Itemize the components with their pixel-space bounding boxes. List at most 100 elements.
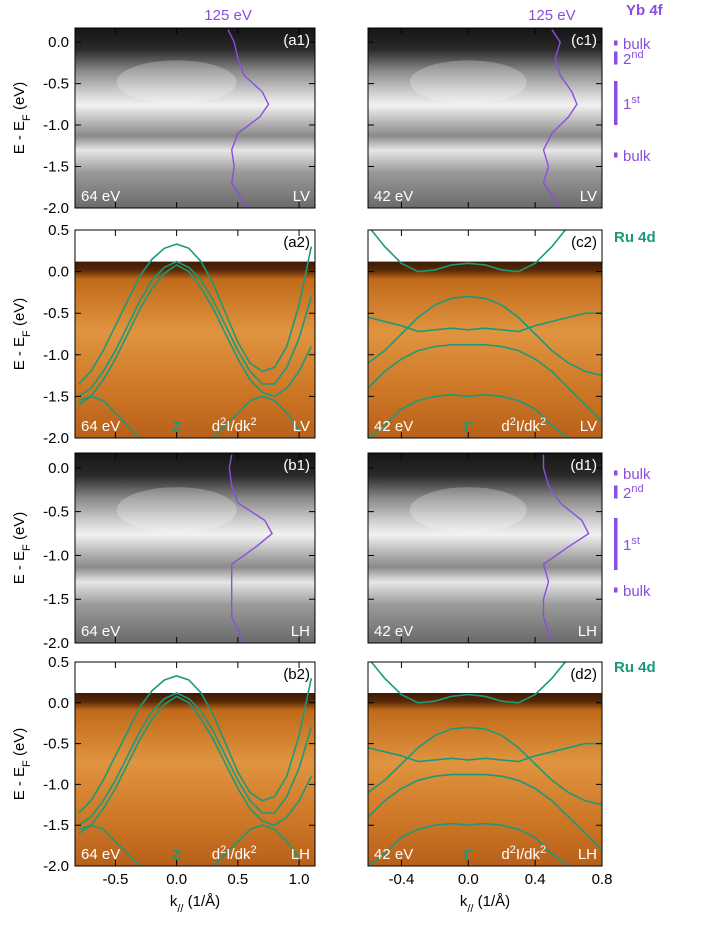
edc-label: 125 eV	[528, 7, 576, 24]
y-tick-label: -0.5	[43, 736, 69, 753]
edc-curve	[542, 29, 578, 209]
text-part: nd	[631, 49, 643, 61]
y-tick-label: 0.5	[48, 654, 69, 671]
panel-body	[368, 28, 602, 208]
panel-body	[368, 662, 602, 866]
panel-label: (b2)	[283, 666, 310, 683]
edc-curve	[227, 29, 270, 209]
band-line	[78, 824, 300, 866]
energy-range-bar	[614, 470, 618, 476]
band-line	[78, 260, 313, 398]
y-tick-label: 0.0	[48, 264, 69, 281]
frame	[367, 27, 603, 209]
band-line	[368, 742, 602, 763]
text-part: (eV)	[11, 82, 28, 115]
panel: 0.5 0.0 -0.5 -1.0 -1.5 -2.0 -0.5 0.0 0.5 1.0 E - E…	[11, 654, 316, 915]
polarization: LH	[578, 846, 597, 863]
ru4d-title: Ru 4d	[614, 229, 656, 246]
frame	[74, 452, 316, 644]
text-part: F	[21, 544, 33, 551]
y-tick-label: 0.5	[48, 222, 69, 239]
intensity-map	[368, 28, 602, 208]
y-tick-label: -1.0	[43, 347, 69, 364]
polarization: LH	[291, 846, 310, 863]
text-part: 1	[623, 537, 631, 554]
x-tick-label: -0.5	[102, 871, 128, 888]
text-part: F	[21, 760, 33, 767]
intensity-map	[368, 453, 602, 643]
text-part: E - E	[11, 121, 28, 154]
y-tick-label: -2.0	[43, 200, 69, 217]
y-axis-label: E - EF (eV)	[11, 728, 33, 801]
y-tick-label: 0.0	[48, 34, 69, 51]
edc-label: 125 eV	[204, 7, 252, 24]
y-tick-label: -0.5	[43, 76, 69, 93]
x-tick-label: 0.0	[166, 871, 187, 888]
frame	[74, 661, 316, 867]
panel-body	[368, 230, 602, 438]
photon-energy: 42 eV	[374, 846, 413, 863]
energy-range-bar	[614, 40, 618, 46]
energy-range-bar	[614, 518, 618, 570]
derivative-label: d2I/dk2	[501, 416, 546, 435]
panel-body	[75, 243, 315, 438]
text-part: k	[170, 893, 178, 910]
polarization: LH	[291, 623, 310, 640]
intensity-map	[75, 693, 315, 866]
polarization: LV	[580, 418, 597, 435]
band-line	[370, 662, 567, 704]
panel-label: (d1)	[570, 457, 597, 474]
state-label: 2nd	[623, 49, 644, 68]
text-part: F	[21, 114, 33, 121]
photon-energy: 42 eV	[374, 188, 413, 205]
panel: 0.0 -0.5 -1.0 -1.5 -2.0 E - EF (eV) (b1) 64 eV L…	[11, 452, 316, 652]
symmetry-point: Γ	[464, 419, 473, 436]
photon-energy: 42 eV	[374, 623, 413, 640]
frame	[367, 229, 603, 439]
intensity-feature	[409, 487, 527, 533]
polarization: LH	[578, 623, 597, 640]
text-part: bulk	[623, 466, 651, 483]
text-part: I/dk	[226, 418, 251, 435]
y-tick-label: -1.5	[43, 159, 69, 176]
symmetry-point: Z	[172, 847, 181, 864]
y-tick-label: 0.0	[48, 460, 69, 477]
band-line	[78, 695, 313, 835]
text-part: 2	[250, 416, 256, 428]
text-part: d	[212, 418, 220, 435]
text-part: 2	[540, 844, 546, 856]
y-tick-label: -2.0	[43, 858, 69, 875]
symmetry-point: Γ	[464, 847, 473, 864]
state-label: bulk	[623, 36, 651, 53]
frame	[74, 27, 316, 209]
energy-range-bar	[614, 152, 618, 158]
y-tick-label: -1.5	[43, 591, 69, 608]
text-part: 2	[510, 844, 516, 856]
text-part: I/dk	[516, 846, 541, 863]
y-tick-label: 0.0	[48, 695, 69, 712]
state-label: bulk	[623, 466, 651, 483]
text-part: nd	[631, 483, 643, 495]
text-part: E - E	[11, 767, 28, 800]
intensity-feature	[409, 60, 527, 104]
y-axis-label: E - EF (eV)	[11, 298, 33, 371]
text-part: st	[631, 535, 640, 547]
text-part: //	[177, 903, 184, 915]
text-part: (eV)	[11, 728, 28, 761]
intensity-map	[368, 693, 602, 866]
panel-label: (c1)	[571, 32, 597, 49]
text-part: bulk	[623, 583, 651, 600]
band-line	[78, 675, 313, 814]
band-line	[370, 230, 567, 273]
text-part: F	[21, 330, 33, 337]
panel-label: (c2)	[571, 234, 597, 251]
text-part: (eV)	[11, 298, 28, 331]
panel: 125 eV (c1) 42 eV LV	[367, 7, 603, 209]
x-tick-label: 0.8	[592, 871, 613, 888]
polarization: LV	[293, 418, 310, 435]
text-part: (1/Å)	[473, 893, 510, 910]
x-tick-label: 0.5	[227, 871, 248, 888]
derivative-label: d2I/dk2	[212, 416, 257, 435]
text-part: 2	[623, 485, 631, 502]
